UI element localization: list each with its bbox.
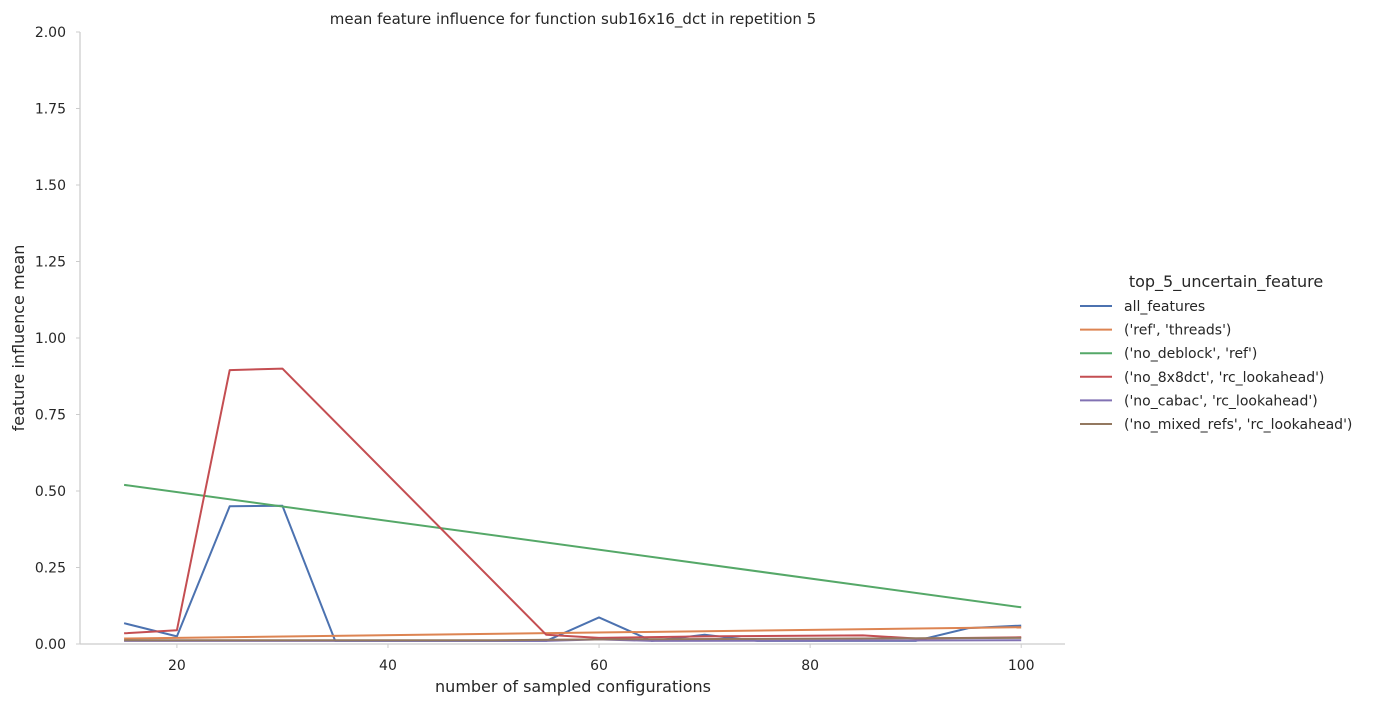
plot-lines [123,367,1022,642]
series-line-1 [124,626,1022,640]
y-tick-label: 1.50 [35,178,66,194]
legend-title: top_5_uncertain_feature [1129,272,1323,292]
legend-label-5: ('no_mixed_refs', 'rc_lookahead') [1124,417,1352,433]
legend-label-4: ('no_cabac', 'rc_lookahead') [1124,393,1318,409]
y-tick-label: 1.25 [35,255,66,271]
legend-label-2: ('no_deblock', 'ref') [1124,346,1257,362]
y-tick-label: 2.00 [35,25,66,41]
legend: top_5_uncertain_feature all_features ('re… [1080,272,1352,433]
legend-label-3: ('no_8x8dct', 'rc_lookahead') [1124,370,1324,386]
x-tick-label: 40 [379,658,397,674]
y-axis: 0.00 0.25 0.50 0.75 1.00 1.25 1.50 1.75 2.00 [35,25,81,653]
y-tick-label: 0.75 [35,408,66,424]
x-tick-label: 80 [801,658,819,674]
series-line-2 [123,483,1022,609]
x-tick-label: 60 [590,658,608,674]
y-tick-label: 1.75 [35,102,66,118]
series-line-0 [123,504,1022,642]
legend-label-0: all_features [1124,299,1205,315]
y-tick-label: 0.00 [35,637,66,653]
x-axis: 20 40 60 80 100 [80,643,1065,674]
chart-title: mean feature influence for function sub1… [330,10,816,29]
series-line-5 [124,636,1022,642]
x-tick-label: 20 [168,658,186,674]
y-axis-label: feature influence mean [9,245,28,432]
y-tick-label: 0.25 [35,561,66,577]
y-tick-label: 1.00 [35,331,66,347]
legend-label-1: ('ref', 'threads') [1124,323,1231,339]
x-axis-label: number of sampled configurations [435,677,711,696]
series-line-3 [124,367,1022,640]
y-tick-label: 0.50 [35,484,66,500]
x-tick-label: 100 [1008,658,1035,674]
